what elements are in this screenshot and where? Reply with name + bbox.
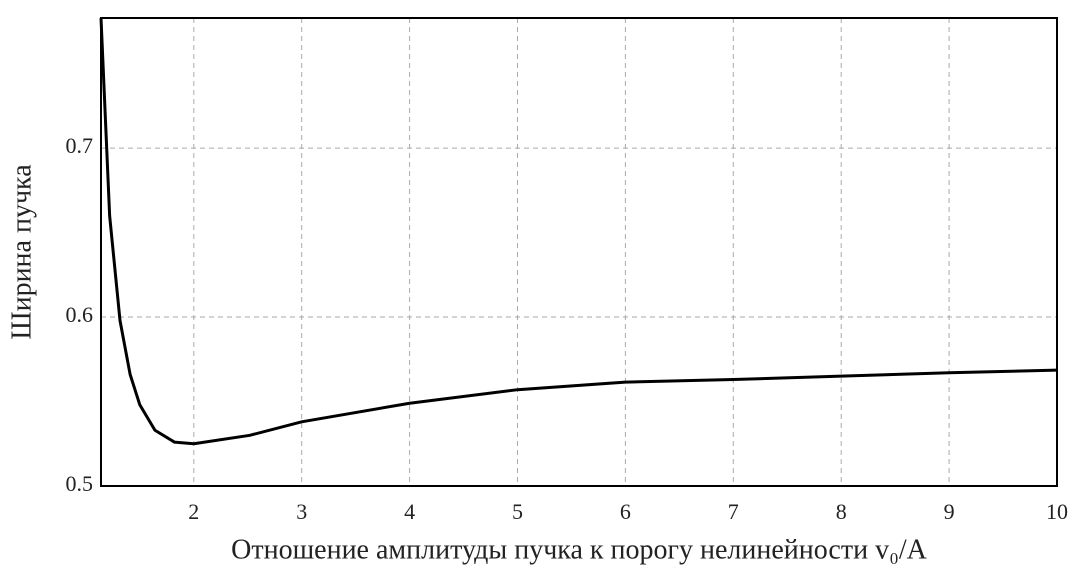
x-tick-label: 10: [1046, 499, 1068, 524]
x-tick-label: 6: [620, 499, 631, 524]
y-tick-label: 0.6: [66, 302, 94, 327]
x-tick-label: 5: [512, 499, 523, 524]
y-tick-label: 0.7: [66, 133, 94, 158]
x-tick-label: 8: [836, 499, 847, 524]
x-tick-label: 7: [728, 499, 739, 524]
x-tick-label: 2: [188, 499, 199, 524]
x-tick-label: 4: [404, 499, 415, 524]
line-series: [99, 17, 1058, 446]
x-tick-label: 3: [296, 499, 307, 524]
plot-frame: [100, 17, 1058, 487]
x-axis-label: Отношение амплитуды пучка к порогу нелин…: [231, 534, 927, 565]
y-axis-label: Ширина пучка: [6, 164, 37, 340]
x-tick-label: 9: [944, 499, 955, 524]
y-tick-label: 0.5: [66, 471, 94, 496]
